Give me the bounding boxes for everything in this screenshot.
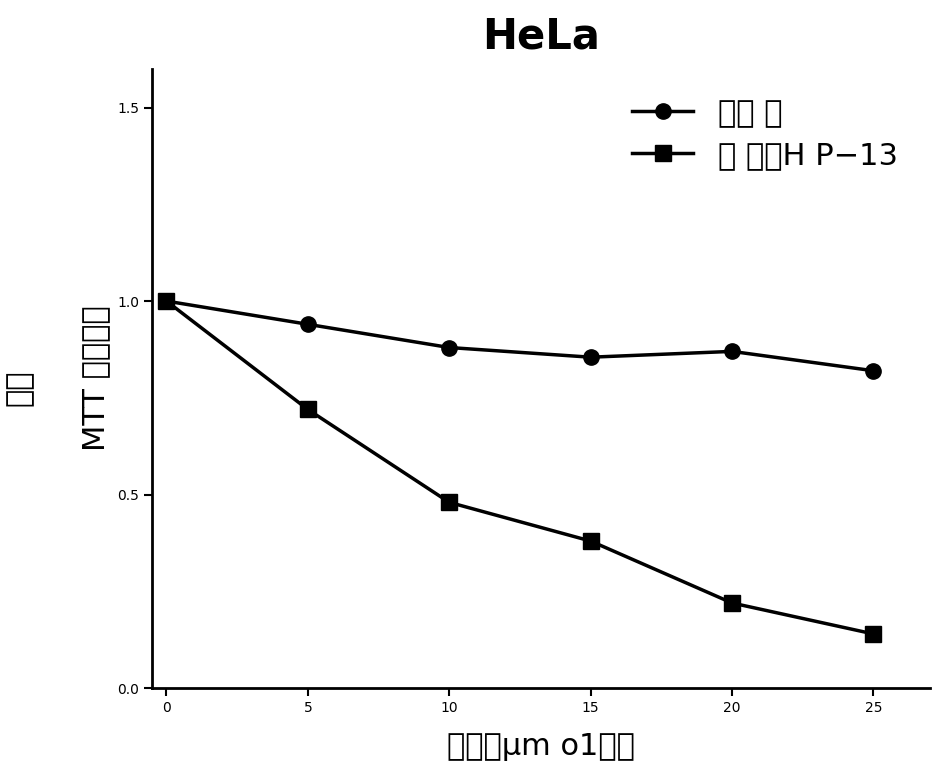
对照 肽 xyxy=(584,352,596,362)
对照 肽 xyxy=(726,347,737,356)
靶 向肽H P−13 xyxy=(443,497,454,507)
靶 向肽H P−13 xyxy=(584,536,596,546)
Y-axis label: MTT 吸光度値: MTT 吸光度値 xyxy=(81,306,110,452)
靶 向肽H P−13 xyxy=(726,598,737,608)
对照 肽 xyxy=(302,320,313,329)
靶 向肽H P−13 xyxy=(867,629,878,639)
对照 肽 xyxy=(443,343,454,352)
靶 向肽H P−13 xyxy=(302,405,313,414)
靶 向肽H P−13 xyxy=(160,296,172,306)
对照 肽 xyxy=(160,296,172,306)
Legend: 对照 肽, 靶 向肽H P−13: 对照 肽, 靶 向肽H P−13 xyxy=(622,90,906,178)
X-axis label: 浓度（μm o1丧）: 浓度（μm o1丧） xyxy=(447,732,634,761)
Line: 对照 肽: 对照 肽 xyxy=(159,293,880,379)
Text: 相对: 相对 xyxy=(5,369,33,407)
Line: 靶 向肽H P−13: 靶 向肽H P−13 xyxy=(159,293,880,642)
Title: HeLa: HeLa xyxy=(481,15,599,57)
对照 肽 xyxy=(867,366,878,376)
